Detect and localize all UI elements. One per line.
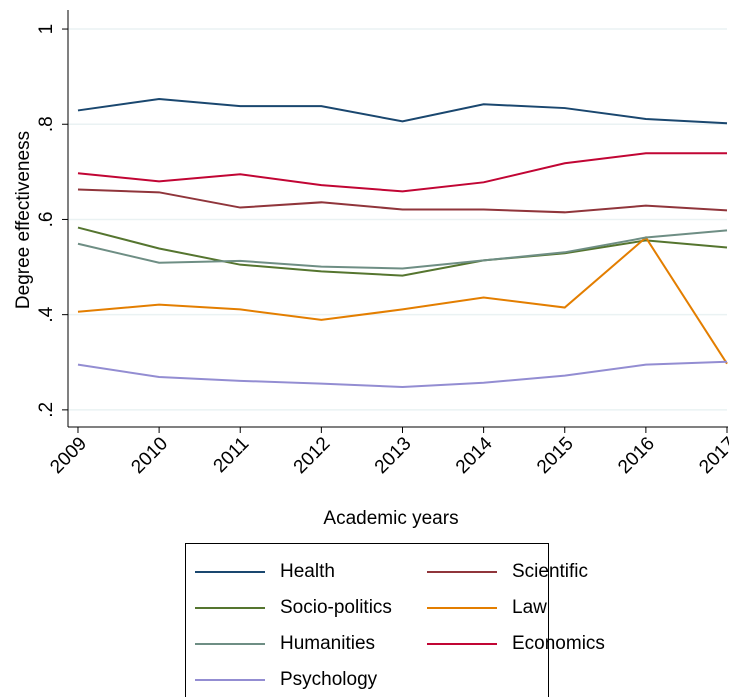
series-line <box>77 188 728 214</box>
series-line <box>77 98 728 125</box>
series-line <box>77 152 727 193</box>
legend-label: Law <box>512 597 547 618</box>
series-line <box>77 360 728 389</box>
y-axis-label: Degree effectiveness <box>13 131 34 309</box>
x-axis-label: Academic years <box>323 508 458 529</box>
y-tick-label: .6 <box>36 212 57 228</box>
legend-label: Economics <box>512 633 605 654</box>
series-line <box>77 229 728 270</box>
y-tick-label: .8 <box>36 116 57 132</box>
x-tick-label: 2016 <box>614 433 659 478</box>
legend-box <box>185 543 549 697</box>
legend-label: Humanities <box>280 633 375 654</box>
y-tick-label: 1 <box>36 24 57 35</box>
x-tick-label: 2015 <box>533 433 578 478</box>
x-tick-label: 2017 <box>695 433 729 478</box>
legend-label: Health <box>280 561 335 582</box>
x-tick-label: 2012 <box>290 433 335 478</box>
x-tick-label: 2009 <box>46 433 91 478</box>
x-tick-label: 2010 <box>127 433 172 478</box>
x-tick-label: 2013 <box>371 433 416 478</box>
legend-label: Socio-politics <box>280 597 392 618</box>
x-tick-label: 2011 <box>210 433 254 477</box>
x-tick-label: 2014 <box>452 433 497 478</box>
series-line <box>77 236 728 365</box>
y-tick-label: .2 <box>36 402 57 418</box>
y-tick-label: .4 <box>36 306 57 322</box>
legend-label: Scientific <box>512 561 588 582</box>
series-line <box>77 226 728 277</box>
legend-label: Psychology <box>280 669 378 690</box>
